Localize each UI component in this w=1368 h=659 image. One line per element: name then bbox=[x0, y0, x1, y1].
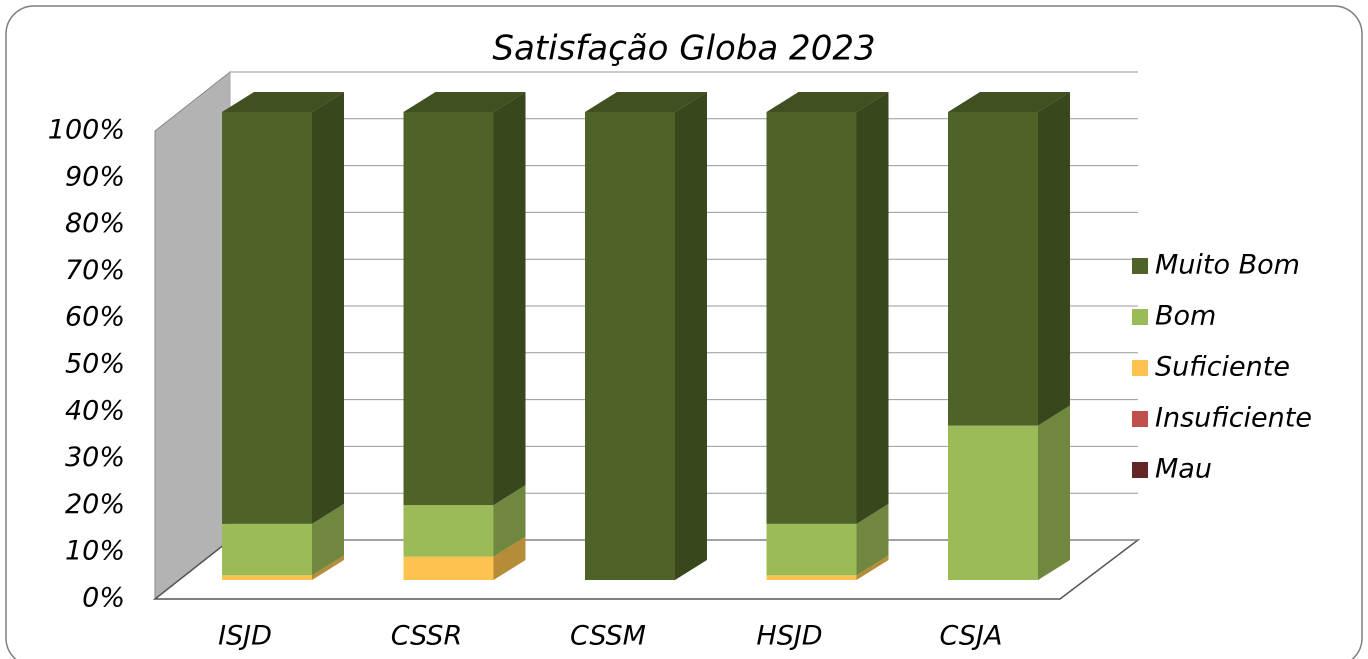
bar-top bbox=[585, 92, 707, 112]
bar-segment-side bbox=[493, 92, 526, 506]
bar-segment bbox=[403, 556, 494, 580]
bar-top bbox=[403, 92, 526, 112]
bar-segment bbox=[948, 425, 1038, 580]
y-tick-label: 20% bbox=[65, 489, 125, 520]
legend-label: Bom bbox=[1155, 301, 1216, 332]
bar-segment-side bbox=[856, 555, 889, 580]
bar-segment-side bbox=[493, 485, 526, 557]
bar-segment-side bbox=[1038, 92, 1070, 426]
bar-segment-side bbox=[856, 92, 889, 524]
legend-swatch bbox=[1132, 462, 1148, 478]
y-tick-label: 90% bbox=[65, 161, 125, 192]
x-tick-label: CSSR bbox=[391, 621, 462, 652]
x-tick-label: CSSM bbox=[570, 621, 646, 652]
bar-segment bbox=[222, 112, 312, 524]
bar-segment bbox=[766, 575, 857, 580]
bar-top bbox=[766, 92, 889, 112]
legend-label: Suficiente bbox=[1155, 352, 1290, 383]
y-tick-label: 100% bbox=[48, 115, 125, 146]
bar-segment-side bbox=[1038, 405, 1070, 580]
y-tick-label: 50% bbox=[65, 349, 125, 380]
legend-swatch bbox=[1132, 309, 1148, 325]
bar-segment bbox=[948, 112, 1038, 426]
y-tick-label: 40% bbox=[65, 395, 125, 426]
bar-segment-side bbox=[675, 92, 707, 580]
y-tick-label: 0% bbox=[82, 583, 125, 614]
bar-segment-side bbox=[312, 92, 344, 524]
y-tick-label: 10% bbox=[65, 536, 125, 567]
bar-segment bbox=[222, 523, 312, 576]
bar-segment bbox=[403, 112, 494, 506]
bar-segment bbox=[403, 505, 494, 557]
legend-swatch bbox=[1132, 411, 1148, 427]
y-tick-label: 60% bbox=[65, 302, 125, 333]
bar-segment-side bbox=[493, 536, 526, 580]
bar-segment bbox=[222, 575, 312, 580]
bar-top bbox=[222, 92, 344, 112]
legend-swatch bbox=[1132, 360, 1148, 376]
bar-segment bbox=[766, 523, 857, 576]
y-tick-label: 80% bbox=[65, 208, 125, 239]
legend-label: Insuficiente bbox=[1155, 403, 1312, 434]
y-tick-label: 30% bbox=[65, 442, 125, 473]
chart-title: Satisfação Globa 2023 bbox=[492, 29, 875, 69]
bar-segment-side bbox=[312, 503, 344, 576]
bar-segment bbox=[766, 112, 857, 524]
bar-segment-side bbox=[856, 503, 889, 576]
y-tick-label: 70% bbox=[65, 255, 125, 286]
bar-segment bbox=[585, 112, 675, 580]
side-wall bbox=[154, 70, 231, 601]
legend-label: Mau bbox=[1155, 454, 1212, 485]
x-tick-label: HSJD bbox=[756, 621, 822, 652]
legend-label: Muito Bom bbox=[1155, 250, 1300, 281]
bar-top bbox=[948, 92, 1070, 112]
bar-segment-side bbox=[312, 555, 344, 580]
x-tick-label: CSJA bbox=[940, 621, 1003, 652]
legend-swatch bbox=[1132, 258, 1148, 274]
x-tick-label: ISJD bbox=[218, 621, 272, 652]
